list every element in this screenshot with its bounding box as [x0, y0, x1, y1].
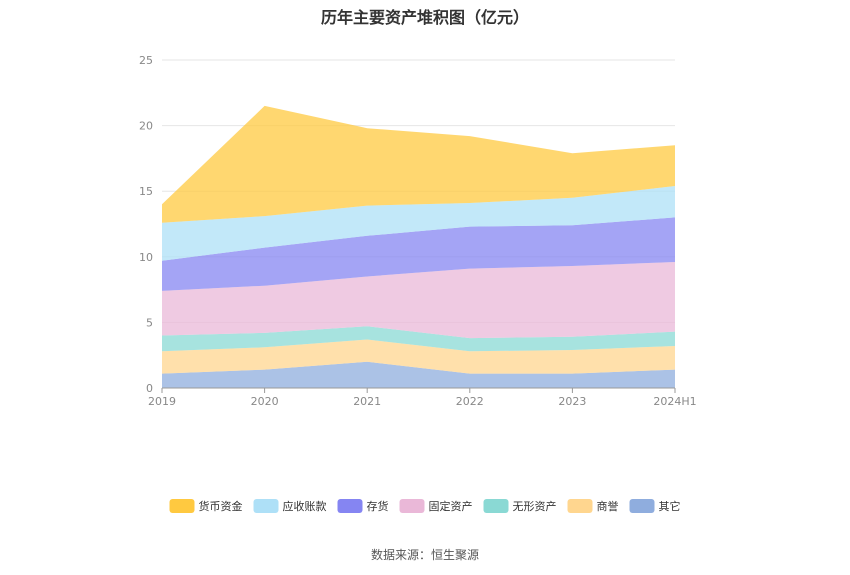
data-source-note: 数据来源：恒生聚源 [370, 548, 479, 562]
legend-swatch [169, 499, 195, 513]
y-tick-label: 0 [146, 382, 153, 395]
y-tick-label: 20 [139, 120, 153, 133]
chart-title: 历年主要资产堆积图（亿元） [320, 8, 529, 27]
legend-item[interactable]: 货币资金 [169, 499, 243, 513]
area-series-4[interactable] [162, 217, 675, 291]
area-series-3[interactable] [162, 262, 675, 339]
x-tick-label: 2021 [353, 395, 381, 408]
legend-label: 无形资产 [513, 499, 557, 513]
legend-swatch [253, 499, 279, 513]
legend-item[interactable]: 应收账款 [253, 499, 327, 513]
x-tick-label: 2020 [251, 395, 279, 408]
legend-item[interactable]: 存货 [337, 499, 389, 513]
legend-item[interactable]: 其它 [629, 499, 681, 513]
axes: 0 5 10 15 20 25 2019 2020 2021 2022 2023 2024H1 [139, 54, 697, 408]
area-series-5[interactable] [162, 186, 675, 261]
legend-swatch [629, 499, 655, 513]
y-tick-label: 10 [139, 251, 153, 264]
legend-label: 其它 [659, 499, 681, 513]
legend-label: 货币资金 [199, 499, 243, 513]
y-tick-label: 5 [146, 316, 153, 329]
legend-label: 商誉 [597, 499, 619, 513]
area-series-2[interactable] [162, 326, 675, 352]
legend-label: 存货 [367, 499, 389, 513]
y-tick-label: 25 [139, 54, 153, 67]
legend-item[interactable]: 无形资产 [483, 499, 557, 513]
x-tick-label: 2022 [456, 395, 484, 408]
legend-item[interactable]: 固定资产 [399, 499, 473, 513]
area-series-6[interactable] [162, 105, 675, 223]
legend-swatch [337, 499, 363, 513]
legend-item[interactable]: 商誉 [567, 499, 619, 513]
legend-swatch [567, 499, 593, 513]
legend-swatch [483, 499, 509, 513]
area-series-0[interactable] [162, 361, 675, 388]
x-tick-label: 2024H1 [653, 395, 696, 408]
area-series [162, 105, 675, 388]
y-tick-label: 15 [139, 185, 153, 198]
legend-label: 应收账款 [283, 499, 327, 513]
legend[interactable]: 货币资金 应收账款 存货 固定资产 无形资产 商誉 其它 [169, 499, 681, 513]
legend-swatch [399, 499, 425, 513]
legend-label: 固定资产 [429, 499, 473, 513]
x-tick-label: 2019 [148, 395, 176, 408]
area-series-1[interactable] [162, 339, 675, 374]
x-tick-label: 2023 [558, 395, 586, 408]
